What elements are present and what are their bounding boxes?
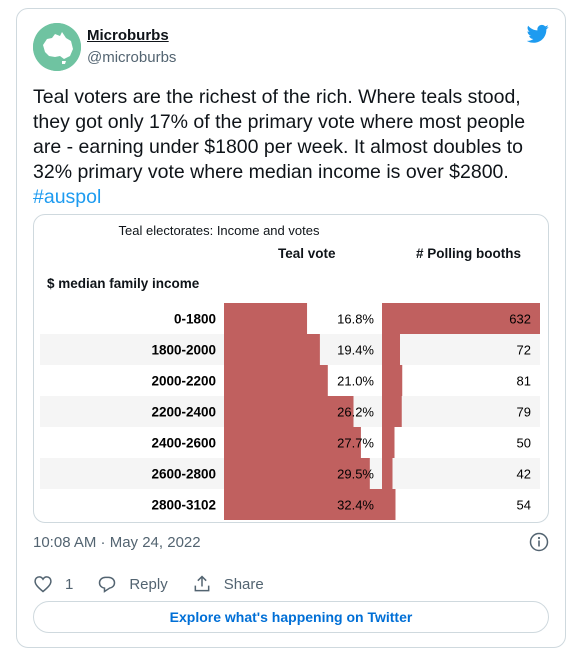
reply-label: Reply (129, 575, 168, 593)
share-icon (194, 575, 210, 592)
handle[interactable]: @microburbs (87, 49, 177, 66)
reply-bubble-icon (99, 576, 116, 593)
polling-booths-bar (382, 427, 395, 458)
teal-vote-value-label: 26.2% (337, 405, 374, 420)
polling-booths-value-label: 632 (509, 312, 531, 327)
teal-vote-bar (224, 489, 385, 520)
income-bracket-label: 2400-2600 (151, 436, 216, 451)
income-bracket-label: 0-1800 (174, 312, 216, 327)
heart-icon (34, 576, 52, 593)
teal-vote-value-label: 19.4% (337, 343, 374, 358)
share-button[interactable]: Share (192, 574, 264, 594)
avatar[interactable] (33, 23, 81, 71)
polling-booths-value-label: 79 (517, 405, 531, 420)
polling-booths-value-label: 54 (517, 498, 531, 513)
action-bar: 1 Reply Share (33, 572, 288, 596)
income-bracket-label: 2200-2400 (151, 405, 216, 420)
polling-booths-bar (382, 303, 540, 334)
polling-booths-value-label: 50 (517, 436, 531, 451)
polling-booths-bar (382, 458, 393, 489)
teal-vote-value-label: 27.7% (337, 436, 374, 451)
polling-booths-bar (382, 396, 402, 427)
income-votes-chart: 0-1800 16.8% 632 1800-2000 19.4% 72 2000-2200 2… (40, 303, 540, 520)
chart-title: Teal electorates: Income and votes (118, 223, 320, 238)
teal-vote-bar (224, 334, 320, 365)
twitter-bird-icon[interactable] (527, 24, 549, 44)
explore-twitter-button[interactable]: Explore what's happening on Twitter (33, 601, 549, 633)
tweet-text: Teal voters are the richest of the rich.… (33, 85, 553, 210)
australia-logo-icon (33, 23, 81, 71)
polling-booths-bar (382, 334, 400, 365)
like-button[interactable]: 1 (33, 574, 73, 594)
polling-booths-value-label: 81 (517, 374, 531, 389)
polling-booths-bar (382, 365, 403, 396)
polling-booths-value-label: 72 (517, 343, 531, 358)
teal-vote-bar (224, 427, 361, 458)
column-header-polling-booths: # Polling booths (416, 246, 521, 261)
income-bracket-label: 2800-3102 (151, 498, 216, 513)
display-name[interactable]: Microburbs (87, 27, 169, 44)
teal-vote-bar (224, 365, 328, 396)
teal-vote-bar (224, 458, 370, 489)
teal-vote-bar (224, 396, 354, 427)
teal-vote-value-label: 29.5% (337, 467, 374, 482)
income-bracket-label: 1800-2000 (151, 343, 216, 358)
tweet-card: Microburbs @microburbs Teal voters are t… (16, 8, 566, 648)
teal-vote-bar (224, 303, 308, 334)
teal-vote-value-label: 21.0% (337, 374, 374, 389)
income-bracket-label: 2600-2800 (151, 467, 216, 482)
column-header-teal-vote: Teal vote (278, 246, 336, 261)
polling-booths-value-label: 42 (517, 467, 531, 482)
hashtag-link[interactable]: #auspol (33, 186, 102, 208)
polling-booths-bar (382, 489, 396, 520)
reply-button[interactable]: Reply (97, 574, 168, 594)
teal-vote-value-label: 32.4% (337, 498, 374, 513)
tweet-body: Teal voters are the richest of the rich.… (33, 86, 526, 183)
timestamp[interactable]: 10:08 AM · May 24, 2022 (33, 534, 201, 551)
like-count: 1 (65, 575, 74, 593)
income-bracket-label: 2000-2200 (151, 374, 216, 389)
tweet-media-image[interactable]: Teal electorates: Income and votes Teal … (33, 214, 549, 523)
share-label: Share (223, 575, 264, 593)
info-icon[interactable] (529, 532, 549, 552)
teal-vote-value-label: 16.8% (337, 312, 374, 327)
row-header-income: $ median family income (47, 276, 200, 291)
